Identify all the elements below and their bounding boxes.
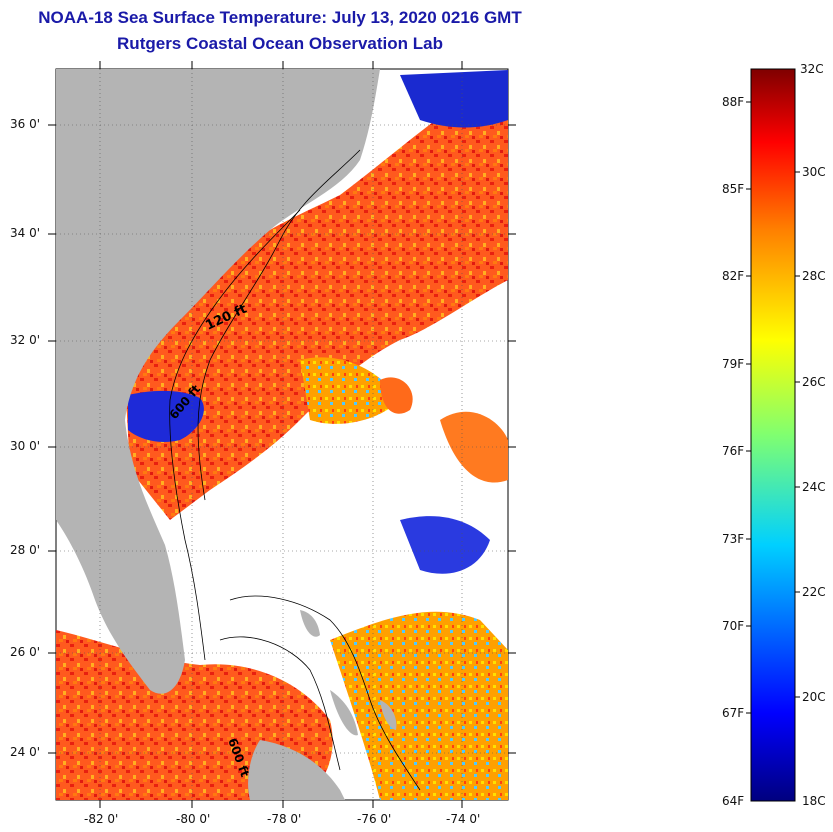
map-title: NOAA-18 Sea Surface Temperature: July 13… xyxy=(38,8,522,27)
colorbar-fahrenheit-label: 76F xyxy=(722,444,745,458)
lat-label: 30 0' xyxy=(10,439,41,453)
cold-water-patch-north xyxy=(400,70,508,128)
colorbar-fahrenheit-label: 79F xyxy=(722,357,745,371)
gulf-stream-warm-water xyxy=(125,80,508,520)
cold-water-patch xyxy=(128,390,204,442)
lat-label: 24 0' xyxy=(10,745,41,759)
cuba-land xyxy=(248,740,345,800)
colorbar-fahrenheit-label: 82F xyxy=(722,269,745,283)
us-mainland xyxy=(56,69,380,694)
lat-label: 32 0' xyxy=(10,333,41,347)
colorbar-celsius-label: 18C xyxy=(802,794,826,808)
colorbar xyxy=(750,68,796,802)
colorbar-fahrenheit-label: 70F xyxy=(722,619,745,633)
lat-label: 34 0' xyxy=(10,226,41,240)
lon-label: -78 0' xyxy=(267,812,302,826)
colorbar-celsius-label: 30C xyxy=(802,165,826,179)
lat-label: 28 0' xyxy=(10,543,41,557)
colorbar-fahrenheit-label: 67F xyxy=(722,706,745,720)
colorbar-fahrenheit-label: 64F xyxy=(722,794,745,808)
lon-label: -74 0' xyxy=(446,812,481,826)
lon-label: -76 0' xyxy=(357,812,392,826)
colorbar-celsius-label: 22C xyxy=(802,585,826,599)
colorbar-celsius-label: 32C xyxy=(800,62,824,76)
lat-label: 36 0' xyxy=(10,117,41,131)
colorbar-celsius-label: 20C xyxy=(802,690,826,704)
colorbar-celsius-label: 28C xyxy=(802,269,826,283)
colorbar-celsius-label: 26C xyxy=(802,375,826,389)
colorbar-celsius-label: 24C xyxy=(802,480,826,494)
lat-label: 26 0' xyxy=(10,645,41,659)
colorbar-fahrenheit-label: 73F xyxy=(722,532,745,546)
colorbar-fahrenheit-label: 85F xyxy=(722,182,745,196)
colorbar-fahrenheit-label: 88F xyxy=(722,95,745,109)
lon-label: -82 0' xyxy=(84,812,119,826)
lon-label: -80 0' xyxy=(176,812,211,826)
map-subtitle: Rutgers Coastal Ocean Observation Lab xyxy=(117,34,443,53)
